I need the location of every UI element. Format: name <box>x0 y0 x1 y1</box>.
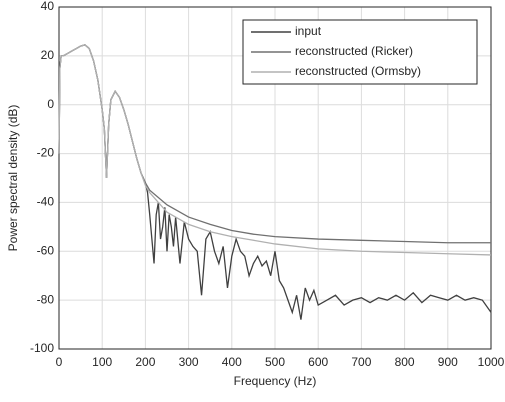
x-tick-label: 100 <box>92 355 112 369</box>
legend-label: reconstructed (Ormsby) <box>295 64 421 78</box>
x-tick-label: 1000 <box>478 355 505 369</box>
y-tick-label: -20 <box>37 146 55 160</box>
x-tick-label: 300 <box>179 355 199 369</box>
x-tick-label: 600 <box>308 355 328 369</box>
x-tick-label: 0 <box>56 355 63 369</box>
y-tick-label: -40 <box>37 195 55 209</box>
x-tick-label: 700 <box>351 355 371 369</box>
plot-frame <box>58 6 492 350</box>
y-tick-label: 40 <box>41 0 55 13</box>
x-tick-label: 200 <box>135 355 155 369</box>
y-tick-label: -60 <box>37 243 55 257</box>
series-line <box>58 44 492 256</box>
x-axis-title: Frequency (Hz) <box>234 374 317 388</box>
y-tick-label: 20 <box>41 48 55 62</box>
legend-label: reconstructed (Ricker) <box>295 44 413 58</box>
x-tick-label: 800 <box>395 355 415 369</box>
y-tick-label: 0 <box>47 97 54 111</box>
x-tick-label: 900 <box>438 355 458 369</box>
y-tick-label: -80 <box>37 292 55 306</box>
x-tick-label: 400 <box>222 355 242 369</box>
x-tick-label: 500 <box>265 355 285 369</box>
legend-label: input <box>295 24 322 38</box>
y-axis-title: Power spectral density (dB) <box>6 105 20 252</box>
y-tick-label: -100 <box>30 341 54 355</box>
